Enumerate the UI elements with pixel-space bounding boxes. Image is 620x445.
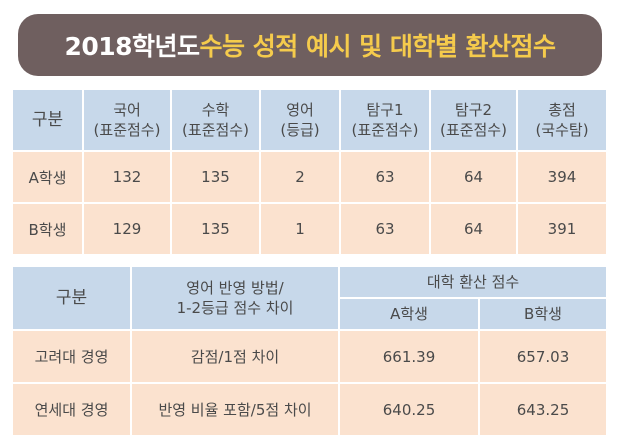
scores-table: 구분 국어 (표준점수) 수학 (표준점수) 영어 (등급) 탐구1 (표준점수) 탐구…: [13, 90, 608, 254]
table-row: 연세대 경영 반영 비율 포함/5점 차이 640.25 643.25: [13, 382, 608, 435]
title-year: 2018학년도: [64, 32, 200, 61]
title-highlight: 수능 성적 예시 및 대학별 환산점수: [199, 32, 557, 61]
university-label: 고려대 경영: [13, 329, 132, 383]
header-inquiry1: 탐구1 (표준점수): [340, 90, 431, 151]
university-label: 연세대 경영: [13, 382, 132, 435]
header-korean: 국어 (표준점수): [83, 90, 172, 151]
table-row: A학생 132 135 2 63 64 394: [13, 150, 608, 203]
header-student-a: A학생: [339, 297, 480, 330]
inquiry2-score: 64: [430, 202, 518, 254]
conversion-table: 구분 영어 반영 방법/1-2등급 점수 차이 대학 환산 점수 A학생 B학생…: [13, 267, 608, 435]
header-english: 영어 (등급): [260, 90, 341, 151]
header-category: 구분: [13, 90, 84, 151]
student-b-converted: 657.03: [479, 329, 608, 383]
inquiry1-score: 63: [340, 150, 431, 203]
conversion-header-row: 구분 영어 반영 방법/1-2등급 점수 차이 대학 환산 점수: [13, 267, 608, 330]
total-score: 391: [517, 202, 608, 254]
header-inquiry2: 탐구2 (표준점수): [430, 90, 518, 151]
total-score: 394: [517, 150, 608, 203]
inquiry1-score: 63: [340, 202, 431, 254]
scores-header-row: 구분 국어 (표준점수) 수학 (표준점수) 영어 (등급) 탐구1 (표준점수) 탐구…: [13, 90, 608, 151]
table-row: B학생 129 135 1 63 64 391: [13, 202, 608, 254]
title-banner: 2018학년도 수능 성적 예시 및 대학별 환산점수: [18, 14, 602, 76]
english-method: 반영 비율 포함/5점 차이: [131, 382, 340, 435]
student-label: A학생: [13, 150, 84, 203]
header-english-method: 영어 반영 방법/1-2등급 점수 차이: [131, 267, 340, 330]
student-b-converted: 643.25: [479, 382, 608, 435]
math-score: 135: [171, 202, 261, 254]
student-label: B학생: [13, 202, 84, 254]
header-student-b: B학생: [479, 297, 608, 330]
inquiry2-score: 64: [430, 150, 518, 203]
table-row: 고려대 경영 감점/1점 차이 661.39 657.03: [13, 329, 608, 383]
student-a-converted: 640.25: [339, 382, 480, 435]
korean-score: 132: [83, 150, 172, 203]
header-category: 구분: [13, 267, 132, 330]
student-a-converted: 661.39: [339, 329, 480, 383]
header-total: 총점 (국수탐): [517, 90, 608, 151]
english-grade: 1: [260, 202, 341, 254]
header-converted-score: 대학 환산 점수: [339, 267, 608, 298]
english-grade: 2: [260, 150, 341, 203]
english-method: 감점/1점 차이: [131, 329, 340, 383]
korean-score: 129: [83, 202, 172, 254]
math-score: 135: [171, 150, 261, 203]
conversion-subheader-row: A학생 B학생: [13, 297, 608, 330]
header-math: 수학 (표준점수): [171, 90, 261, 151]
